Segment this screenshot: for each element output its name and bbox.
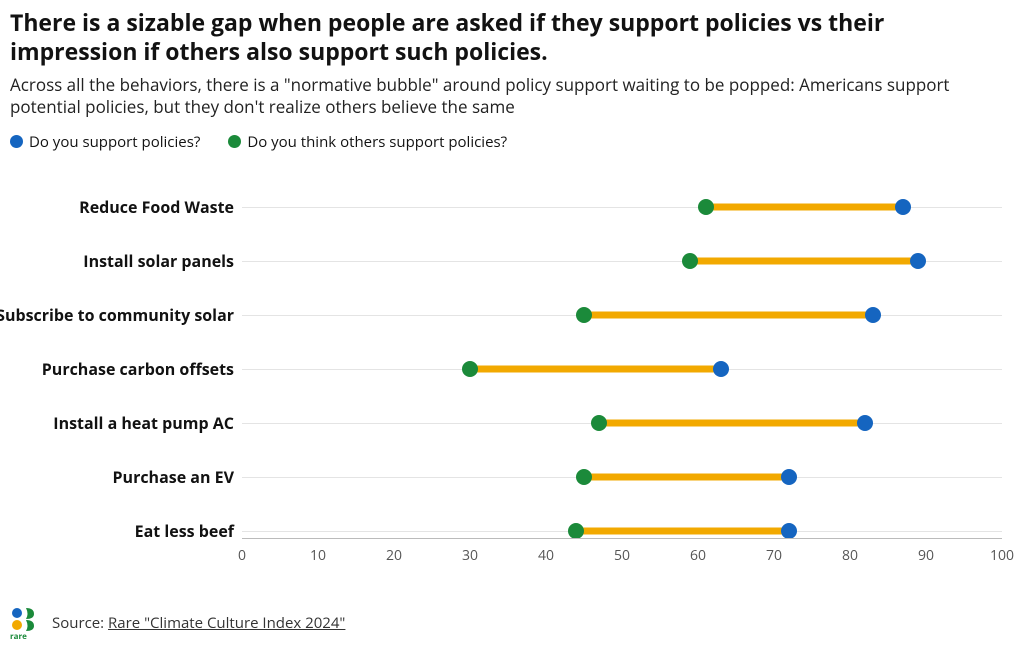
row-connector: [584, 473, 789, 480]
dot-self: [895, 199, 911, 215]
dot-others: [698, 199, 714, 215]
dot-self: [781, 469, 797, 485]
chart-title: There is a sizable gap when people are a…: [10, 8, 1010, 66]
axis-tick: 0: [238, 546, 246, 565]
legend-dot-others: [228, 135, 241, 148]
dot-self: [781, 523, 797, 539]
source-link[interactable]: Rare "Climate Culture Index 2024": [108, 613, 345, 633]
axis-tick: 20: [386, 546, 402, 565]
row-label: Eat less beef: [135, 520, 242, 542]
row-connector: [576, 527, 789, 534]
legend-item-others: Do you think others support policies?: [228, 132, 507, 152]
dot-others: [591, 415, 607, 431]
row-label: Purchase an EV: [113, 466, 243, 488]
row-connector: [584, 311, 873, 318]
axis-tick: 30: [462, 546, 478, 565]
source-prefix: Source:: [52, 613, 108, 633]
legend-label-others: Do you think others support policies?: [247, 132, 507, 152]
chart-row: Subscribe to community solar: [242, 288, 1002, 342]
dot-others: [568, 523, 584, 539]
axis-tick: 10: [310, 546, 326, 565]
dot-others: [576, 469, 592, 485]
chart-subtitle: Across all the behaviors, there is a "no…: [10, 74, 1010, 118]
dot-self: [910, 253, 926, 269]
chart-row: Purchase an EV: [242, 450, 1002, 504]
axis-tick: 80: [842, 546, 858, 565]
chart-row: Install solar panels: [242, 234, 1002, 288]
x-axis: 0102030405060708090100: [242, 538, 1002, 568]
axis-tick: 100: [990, 546, 1014, 565]
row-label: Install solar panels: [83, 250, 242, 272]
axis-tick: 60: [690, 546, 706, 565]
axis-tick: 40: [538, 546, 554, 565]
svg-text:rare: rare: [10, 631, 27, 640]
row-connector: [599, 419, 865, 426]
dot-others: [682, 253, 698, 269]
chart-footer: rare Source: Rare "Climate Culture Index…: [10, 606, 1010, 640]
dot-others: [462, 361, 478, 377]
dot-self: [865, 307, 881, 323]
row-connector: [706, 203, 904, 210]
row-label: Reduce Food Waste: [79, 196, 242, 218]
dot-others: [576, 307, 592, 323]
plot-area: Reduce Food WasteInstall solar panelsSub…: [242, 180, 1002, 540]
dot-self: [857, 415, 873, 431]
axis-tick: 90: [918, 546, 934, 565]
axis-tick: 70: [766, 546, 782, 565]
row-label: Install a heat pump AC: [53, 412, 242, 434]
legend-label-self: Do you support policies?: [29, 132, 200, 152]
legend-item-self: Do you support policies?: [10, 132, 200, 152]
chart-row: Reduce Food Waste: [242, 180, 1002, 234]
rare-logo-icon: rare: [10, 606, 40, 640]
row-connector: [690, 257, 918, 264]
chart-row: Install a heat pump AC: [242, 396, 1002, 450]
dumbbell-chart: Reduce Food WasteInstall solar panelsSub…: [10, 180, 1010, 570]
chart-row: Purchase carbon offsets: [242, 342, 1002, 396]
legend-dot-self: [10, 135, 23, 148]
row-label: Purchase carbon offsets: [42, 358, 242, 380]
row-connector: [470, 365, 721, 372]
axis-baseline: [242, 538, 1002, 539]
row-label: Subscribe to community solar: [0, 304, 242, 326]
legend: Do you support policies? Do you think ot…: [10, 132, 1010, 152]
source-attribution: Source: Rare "Climate Culture Index 2024…: [52, 613, 345, 633]
axis-tick: 50: [614, 546, 630, 565]
dot-self: [713, 361, 729, 377]
